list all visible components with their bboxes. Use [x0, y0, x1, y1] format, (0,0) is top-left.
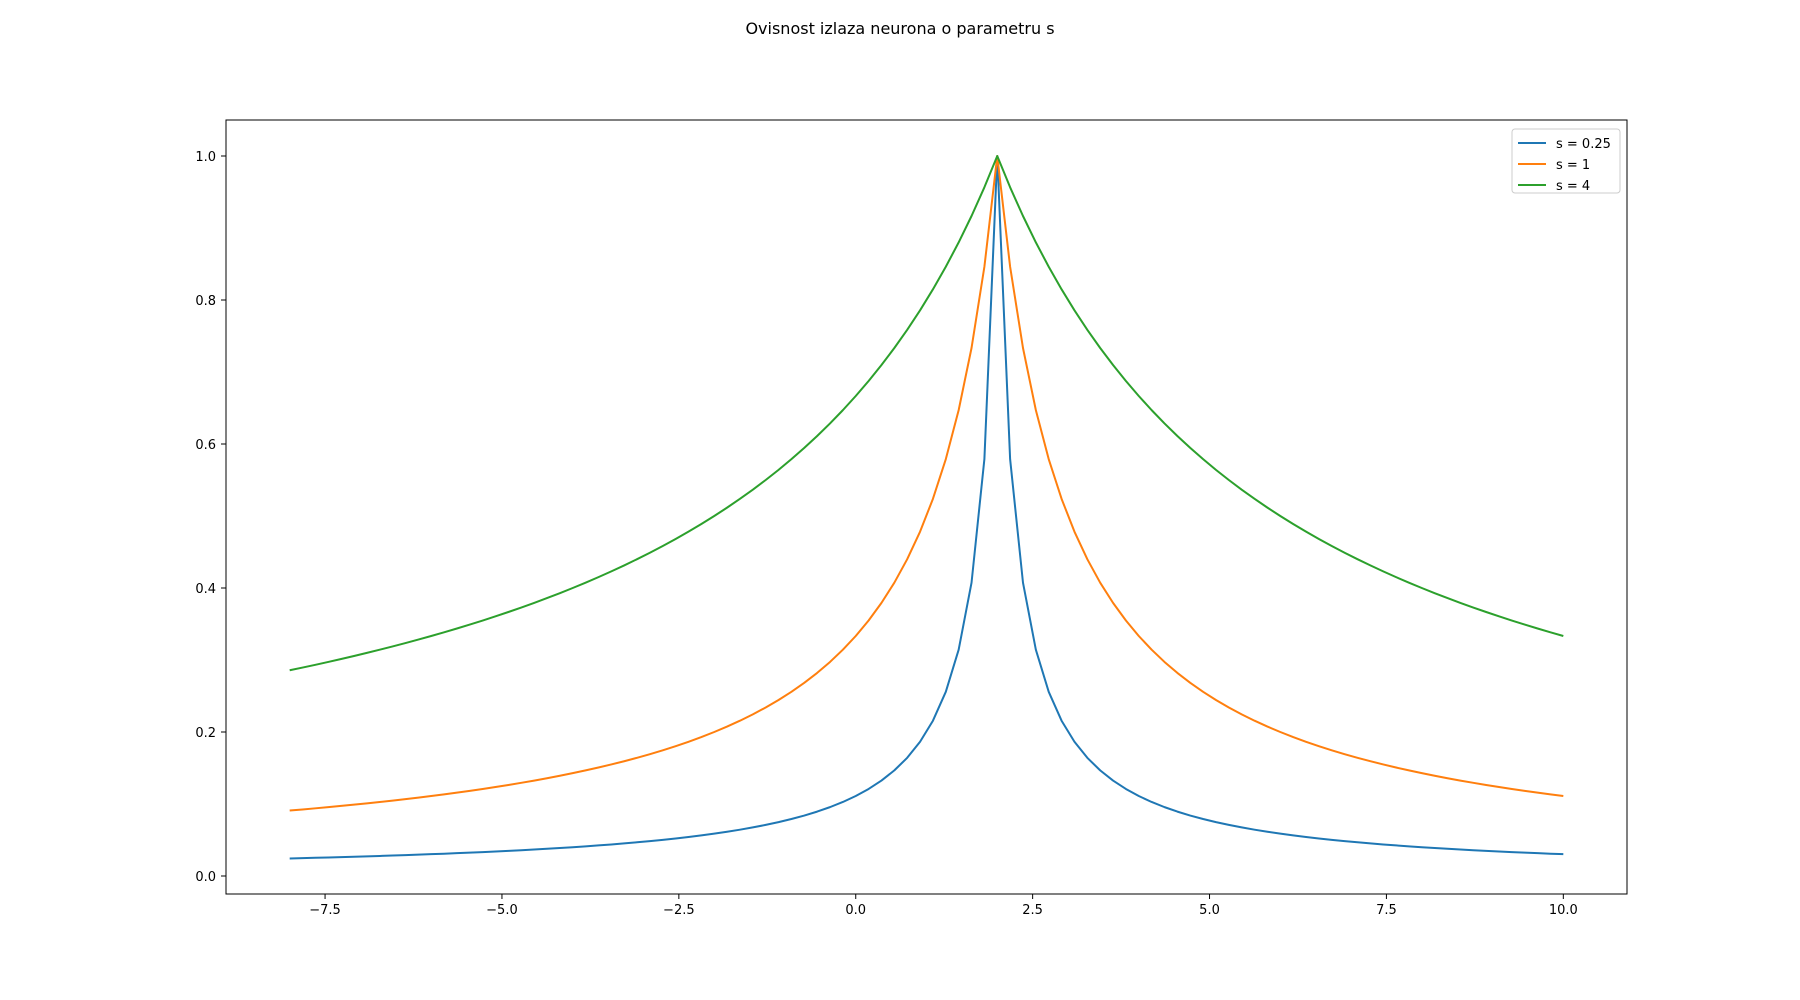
series-line-1	[289, 155, 1564, 812]
series-line-0	[289, 155, 1564, 860]
y-tick-label: 1.0	[195, 150, 216, 165]
plot-border	[225, 119, 1628, 895]
plot-frame	[226, 120, 1627, 894]
series-layer	[289, 155, 1564, 860]
series-line-2	[289, 155, 1564, 672]
x-tick-label: 5.0	[1199, 903, 1220, 918]
x-tick-label: −2.5	[663, 903, 695, 918]
x-tick-label: −7.5	[309, 903, 341, 918]
y-tick-label: 0.4	[195, 582, 216, 597]
y-axis: 0.0 0.2 0.4 0.6 0.8 1.0	[195, 150, 226, 885]
y-tick-label: 0.0	[195, 870, 216, 885]
y-tick-label: 0.6	[195, 438, 216, 453]
legend-box	[1511, 128, 1621, 194]
y-tick-label: 0.8	[195, 294, 216, 309]
x-tick-label: 10.0	[1549, 903, 1578, 918]
legend-label: s = 1	[1556, 158, 1590, 173]
plot-area	[226, 120, 1627, 894]
legend-label: s = 0.25	[1556, 137, 1611, 152]
x-tick-label: −5.0	[486, 903, 518, 918]
chart-title: Ovisnost izlaza neurona o parametru s	[745, 19, 1054, 38]
x-axis: −7.5 −5.0 −2.5 0.0 2.5 5.0 7.5 10.0	[309, 894, 1578, 918]
x-tick-label: 2.5	[1022, 903, 1043, 918]
y-tick-label: 0.2	[195, 726, 216, 741]
legend: s = 0.25 s = 1 s = 4	[1511, 128, 1621, 194]
x-tick-label: 0.0	[845, 903, 866, 918]
x-tick-label: 7.5	[1376, 903, 1397, 918]
legend-label: s = 4	[1556, 179, 1590, 194]
